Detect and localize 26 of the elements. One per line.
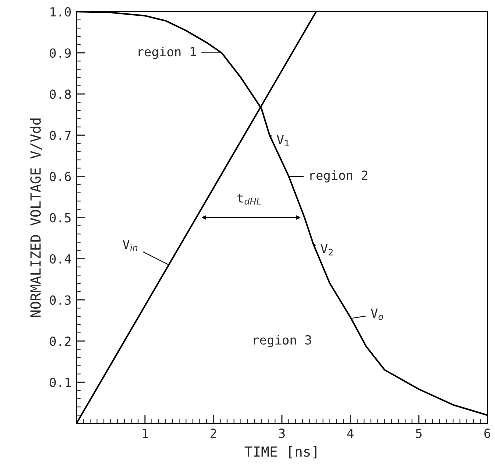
x-tick-label: 2 bbox=[210, 428, 216, 438]
x-tick-label: 5 bbox=[416, 428, 422, 438]
x-tick-label: 6 bbox=[484, 428, 491, 438]
annotation: V$_{2}$ bbox=[320, 244, 333, 256]
annotation: region 1 bbox=[138, 46, 196, 60]
x-axis-title: TIME [ns] bbox=[244, 446, 317, 459]
y-tick-label: 0.6 bbox=[50, 172, 72, 182]
y-tick-label: 1.0 bbox=[50, 7, 72, 17]
annotation: V$_{in}$ bbox=[122, 240, 138, 252]
y-tick-label: 0.4 bbox=[50, 254, 72, 264]
y-tick-label: 0.2 bbox=[50, 336, 71, 346]
y-tick-label: 0.5 bbox=[50, 213, 71, 223]
y-tick-label: 0.3 bbox=[50, 296, 71, 306]
annotation: V$_{o}$ bbox=[371, 308, 384, 320]
x-tick-label: 4 bbox=[347, 428, 354, 438]
annotation: V$_{1}$ bbox=[277, 135, 290, 146]
y-tick-label: 0.8 bbox=[50, 90, 72, 100]
y-tick-label: 0.1 bbox=[50, 378, 72, 388]
annotation: region 2 bbox=[310, 170, 368, 183]
y-tick-label: 0.9 bbox=[50, 48, 72, 58]
annotation: region 3 bbox=[254, 335, 312, 348]
y-axis-title: NORMALIZED VOLTAGE V/Vdd bbox=[30, 118, 42, 318]
x-tick-label: 1 bbox=[142, 428, 148, 438]
annotation: t$_{dHL}$ bbox=[238, 194, 261, 205]
x-tick-label: 3 bbox=[279, 428, 285, 438]
y-tick-label: 0.7 bbox=[50, 130, 71, 140]
